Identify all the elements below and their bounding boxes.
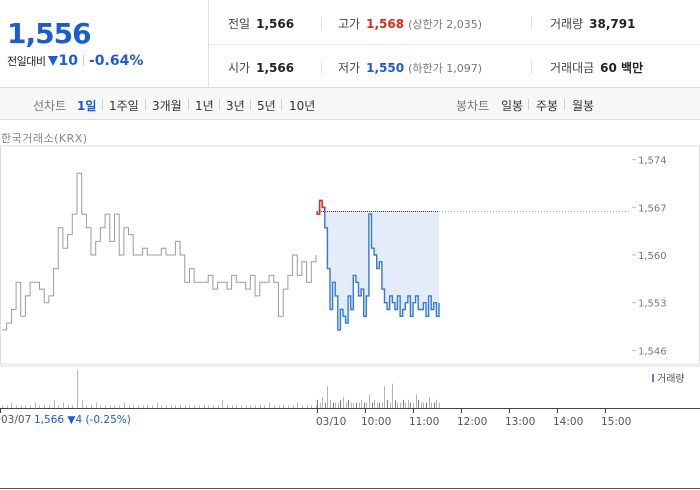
prev-close-label: 전일 [228,17,251,31]
tab-3m[interactable]: 3개월 [152,99,182,113]
y-tick-label: 1,553 [638,299,667,310]
candle-chart-label: 봉차트 [456,99,490,113]
divider [321,17,322,30]
divider [102,99,103,110]
x-tick-label: 12:00 [457,416,487,428]
tab-10y[interactable]: 10년 [289,99,316,113]
x-tick-label: 10:00 [361,416,391,428]
upper-limit: (상한가 2,035) [408,18,482,31]
change-row: 전일대비 10 -0.64% [7,53,143,69]
tab-1w[interactable]: 1주일 [109,99,139,113]
today-area-fill [317,200,439,330]
prev-day-date: 03/07 [1,414,32,426]
tab-1d[interactable]: 1일 [77,99,97,113]
divider [531,61,532,74]
current-price-box: 1,556 전일대비 10 -0.64% [0,0,209,88]
divider [188,99,189,110]
prev-close-value: 1,566 [256,17,295,31]
down-triangle-icon [48,56,59,66]
divider [281,99,282,110]
x-tick-label: 13:00 [505,416,535,428]
divider [250,99,251,110]
x-tick-label: 11:00 [409,416,439,428]
data-source: 한국거래소(KRX) [1,132,88,145]
open-value: 1,566 [256,61,295,75]
prev-day-summary: 1,566 ▼4 (-0.25%) [34,414,131,426]
price-summary: 1,556 전일대비 10 -0.64% 전일 1,566 고가 1,568 (상한가 2… [0,0,700,88]
row-divider [210,44,700,45]
divider [145,99,146,110]
x-tick-label: 03/10 [316,416,346,428]
change-label: 전일대비 [7,55,46,68]
divider [564,99,565,110]
high-cell: 고가 1,568 (상한가 2,035) [338,15,482,32]
volume-value: 38,791 [589,17,636,31]
tab-3y[interactable]: 3년 [226,99,245,113]
above-prev-close-segment [316,199,326,215]
line-chart-label: 선차트 [33,99,67,113]
chart-period-tabs: 선차트 1일 1주일 3개월 1년 3년 5년 10년 봉차트 일봉 주봉 월봉 [0,88,700,120]
high-label: 고가 [338,17,361,31]
tab-monthly-candle[interactable]: 월봉 [572,99,595,113]
y-tick-label: 1,546 [638,346,667,357]
high-value: 1,568 [366,17,405,31]
change-percent: -0.64% [88,53,144,69]
volume-legend-label: 거래량 [657,373,685,385]
low-value: 1,550 [366,61,405,75]
low-cell: 저가 1,550 (하한가 1,097) [338,59,482,76]
divider [321,61,322,74]
open-label: 시가 [228,61,251,75]
y-tick-label: 1,560 [638,251,667,262]
x-tick-label: 14:00 [553,416,583,428]
prev-day-series-line [2,172,317,331]
prev-close-cell: 전일 1,566 [228,15,294,32]
y-tick-label: 1,574 [638,156,667,167]
x-tick-label: 15:00 [601,416,631,428]
trade-value: 60 백만 [600,61,644,75]
tab-weekly-candle[interactable]: 주봉 [536,99,559,113]
trade-value-label: 거래대금 [550,61,595,75]
volume-legend-swatch [652,374,654,382]
volume-label: 거래량 [550,17,584,31]
tab-5y[interactable]: 5년 [257,99,276,113]
divider [531,17,532,30]
today-series-line [317,199,440,331]
open-cell: 시가 1,566 [228,59,294,76]
tab-1y[interactable]: 1년 [195,99,214,113]
y-tick-label: 1,567 [638,203,667,214]
trade-value-cell: 거래대금 60 백만 [550,59,643,76]
low-label: 저가 [338,61,361,75]
current-price: 1,556 [7,17,92,50]
lower-limit: (하한가 1,097) [408,62,482,75]
change-amount: 10 [58,53,78,69]
divider [528,99,529,110]
volume-cell: 거래량 38,791 [550,15,635,32]
tab-daily-candle[interactable]: 일봉 [501,99,524,113]
divider [219,99,220,110]
divider [82,55,84,66]
